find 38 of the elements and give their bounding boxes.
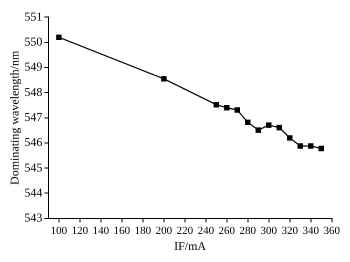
x-tick-label: 320 [282, 224, 299, 237]
y-tick-label: 548 [24, 84, 42, 99]
x-tick-label: 160 [114, 224, 131, 237]
x-tick-label: 280 [240, 224, 257, 237]
y-tick-label: 551 [24, 9, 42, 24]
y-tick-label: 545 [24, 160, 42, 174]
point [56, 34, 62, 40]
x-tick-label: 240 [198, 224, 215, 237]
point [266, 122, 272, 128]
x-tick-label: 140 [92, 224, 110, 237]
x-tick-label: 340 [302, 224, 320, 237]
y-tick-label: 550 [24, 34, 42, 49]
y-tick-label: 547 [24, 110, 42, 124]
y-tick-label: 543 [24, 210, 42, 225]
point [245, 120, 251, 126]
point [234, 107, 240, 113]
point [224, 105, 230, 110]
point [214, 102, 220, 108]
y-tick-label: 546 [24, 135, 42, 150]
point [318, 146, 324, 152]
y-tick-label: 549 [24, 60, 42, 74]
point [298, 143, 303, 149]
x-tick-label: 260 [218, 224, 236, 237]
point [276, 124, 282, 130]
x-tick-label: 200 [156, 224, 173, 237]
x-tick-label: 220 [176, 224, 194, 237]
x-tick-label: 360 [324, 224, 340, 237]
point [161, 76, 167, 82]
x-axis-title: IF/mA [174, 238, 206, 253]
y-tick-label: 544 [24, 185, 42, 200]
point [256, 127, 262, 133]
x-tick-label: 300 [260, 224, 278, 237]
y-axis-title: Dominating wavelength/nm [7, 50, 22, 185]
point [287, 135, 292, 141]
x-tick-label: 100 [50, 224, 68, 237]
point [308, 143, 314, 149]
x-tick-label: 180 [134, 224, 152, 237]
x-tick-label: 120 [72, 224, 89, 237]
